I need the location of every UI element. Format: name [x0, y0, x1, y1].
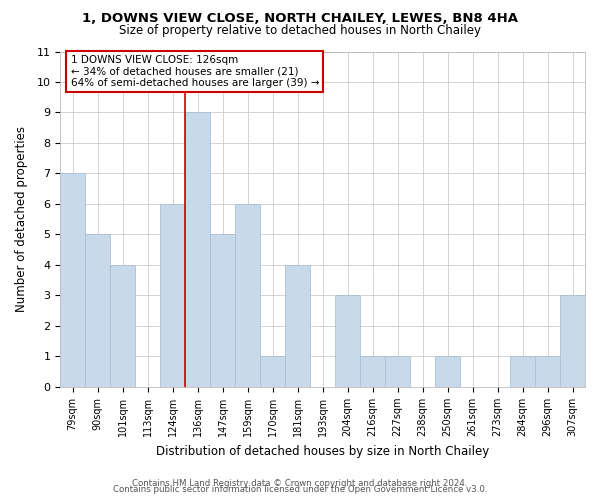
- Bar: [235, 204, 260, 387]
- Bar: [60, 174, 85, 387]
- Bar: [510, 356, 535, 387]
- Text: Contains public sector information licensed under the Open Government Licence v3: Contains public sector information licen…: [113, 485, 487, 494]
- Bar: [110, 265, 135, 387]
- Bar: [560, 296, 585, 387]
- Y-axis label: Number of detached properties: Number of detached properties: [15, 126, 28, 312]
- Bar: [260, 356, 285, 387]
- Bar: [85, 234, 110, 387]
- Text: Contains HM Land Registry data © Crown copyright and database right 2024.: Contains HM Land Registry data © Crown c…: [132, 478, 468, 488]
- Bar: [210, 234, 235, 387]
- Text: Size of property relative to detached houses in North Chailey: Size of property relative to detached ho…: [119, 24, 481, 37]
- Bar: [385, 356, 410, 387]
- Bar: [535, 356, 560, 387]
- X-axis label: Distribution of detached houses by size in North Chailey: Distribution of detached houses by size …: [156, 444, 489, 458]
- Text: 1 DOWNS VIEW CLOSE: 126sqm
← 34% of detached houses are smaller (21)
64% of semi: 1 DOWNS VIEW CLOSE: 126sqm ← 34% of deta…: [71, 55, 319, 88]
- Text: 1, DOWNS VIEW CLOSE, NORTH CHAILEY, LEWES, BN8 4HA: 1, DOWNS VIEW CLOSE, NORTH CHAILEY, LEWE…: [82, 12, 518, 26]
- Bar: [360, 356, 385, 387]
- Bar: [335, 296, 360, 387]
- Bar: [435, 356, 460, 387]
- Bar: [185, 112, 210, 387]
- Bar: [285, 265, 310, 387]
- Bar: [160, 204, 185, 387]
